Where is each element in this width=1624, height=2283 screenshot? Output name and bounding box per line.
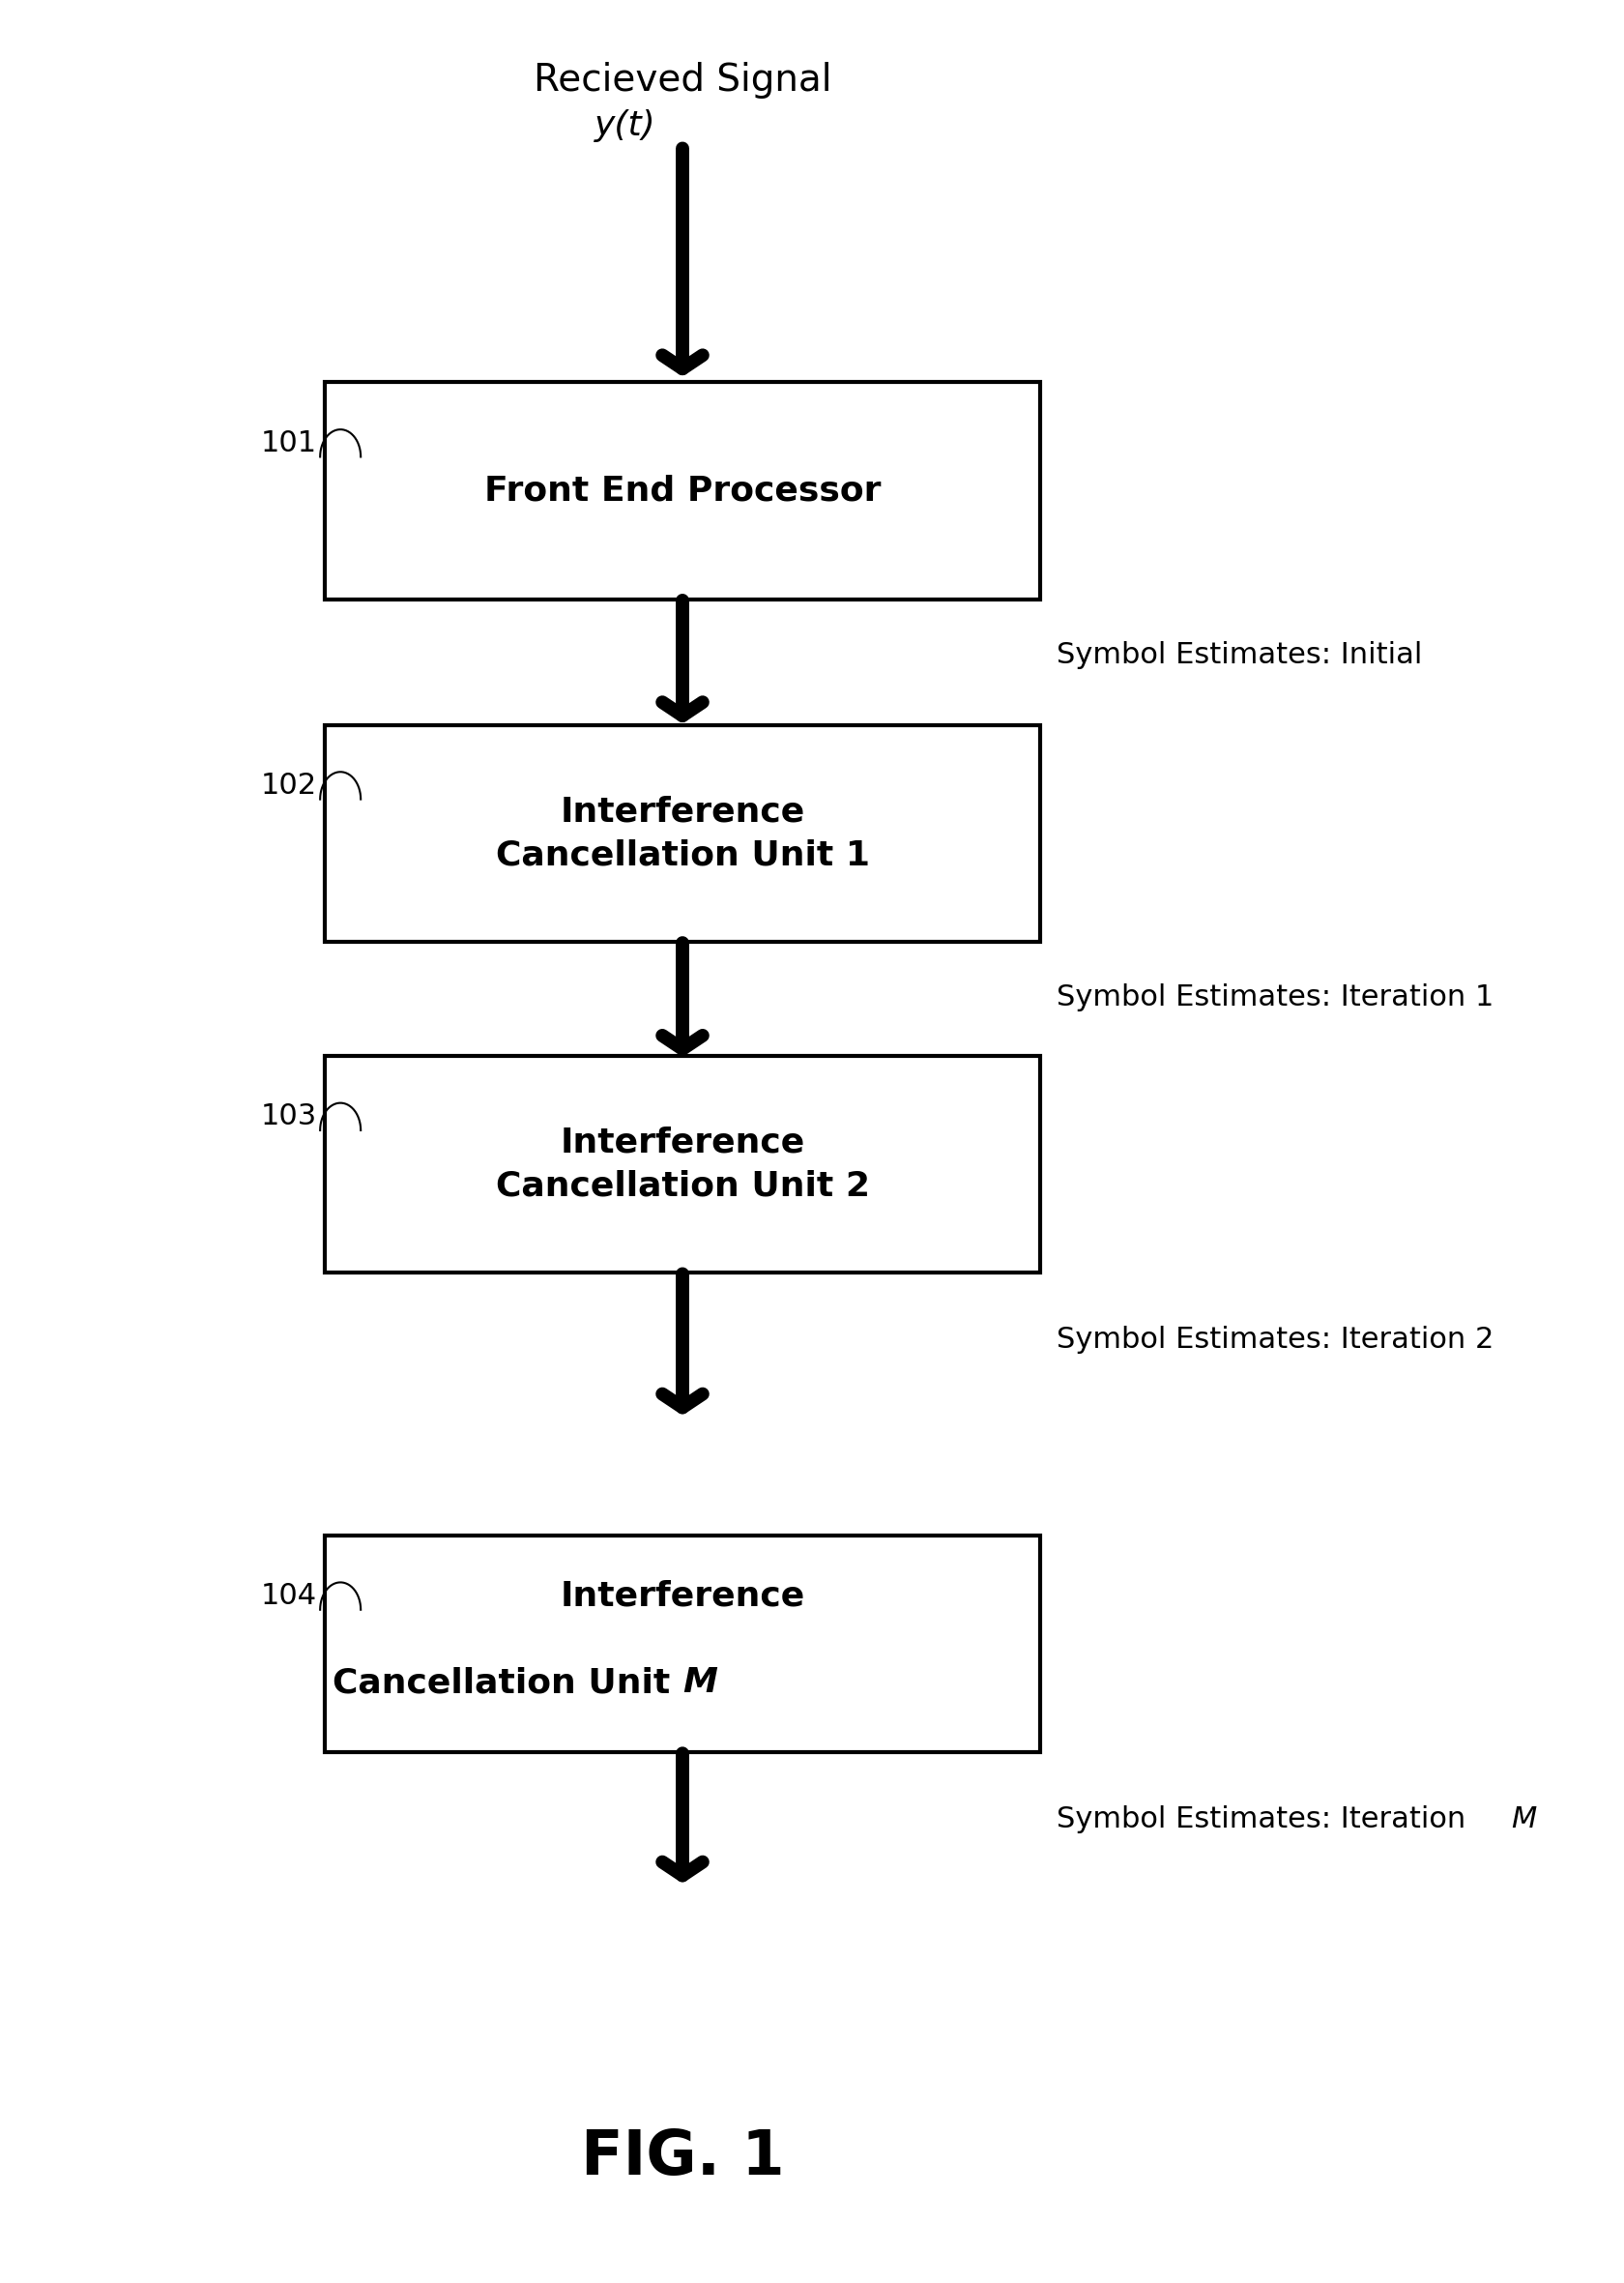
Text: y(t): y(t)	[594, 110, 656, 142]
Text: M: M	[682, 1667, 716, 1699]
Text: 103: 103	[260, 1103, 317, 1130]
Text: 102: 102	[260, 772, 317, 799]
Bar	[325, 1534, 1039, 1753]
Text: M: M	[1510, 1806, 1536, 1833]
Text: Symbol Estimates: Iteration 2: Symbol Estimates: Iteration 2	[1056, 1326, 1492, 1354]
Bar	[325, 726, 1039, 941]
Text: Front End Processor: Front End Processor	[484, 475, 880, 507]
Text: Cancellation Unit: Cancellation Unit	[333, 1667, 682, 1699]
Text: Symbol Estimates: Initial: Symbol Estimates: Initial	[1056, 642, 1421, 669]
Text: Interference
Cancellation Unit 2: Interference Cancellation Unit 2	[495, 1126, 869, 1203]
Text: 101: 101	[260, 429, 317, 457]
Text: FIG. 1: FIG. 1	[580, 2128, 784, 2187]
Text: Recieved Signal: Recieved Signal	[533, 62, 831, 98]
Bar	[325, 381, 1039, 598]
Bar	[325, 1055, 1039, 1274]
Text: Symbol Estimates: Iteration: Symbol Estimates: Iteration	[1056, 1806, 1475, 1833]
Text: Symbol Estimates: Iteration 1: Symbol Estimates: Iteration 1	[1056, 984, 1492, 1011]
Text: Interference: Interference	[560, 1580, 804, 1612]
Text: Interference
Cancellation Unit 1: Interference Cancellation Unit 1	[495, 794, 869, 872]
Text: 104: 104	[260, 1582, 317, 1610]
